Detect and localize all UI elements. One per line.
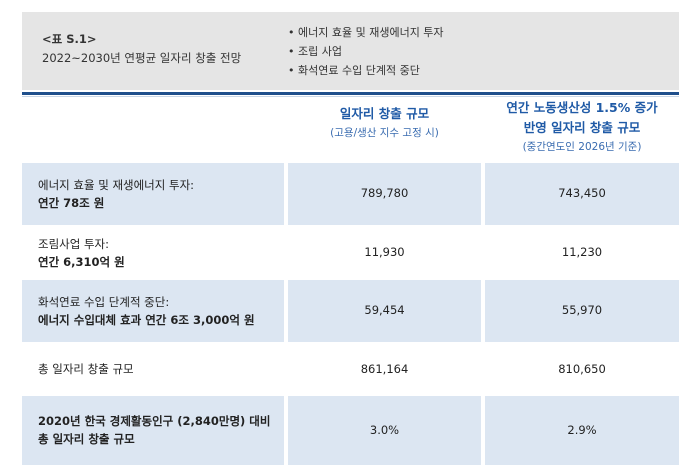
row-label: 조림사업 투자: 연간 6,310억 원 — [38, 235, 125, 271]
table-row: 화석연료 수입 단계적 중단: 에너지 수입대체 효과 연간 6조 3,000억… — [22, 280, 679, 342]
row-label-line1: 에너지 효율 및 재생에너지 투자: — [38, 178, 195, 192]
column-title-line1: 연간 노동생산성 1.5% 증가 — [506, 100, 658, 115]
value-cell: 3.0% — [288, 396, 481, 465]
column-header-2: 연간 노동생산성 1.5% 증가 반영 일자리 창출 규모 (중간연도인 202… — [485, 98, 679, 156]
row-label-line2: 에너지 수입대체 효과 연간 6조 3,000억 원 — [38, 313, 255, 327]
table-title: 2022~2030년 연평균 일자리 창출 전망 — [42, 51, 242, 65]
value-cell: 11,930 — [288, 225, 481, 280]
value-cell: 743,450 — [485, 163, 679, 225]
bullet-item: 조립 사업 — [288, 42, 444, 61]
row-label-cell: 화석연료 수입 단계적 중단: 에너지 수입대체 효과 연간 6조 3,000억… — [22, 280, 284, 342]
table-row: 총 일자리 창출 규모 861,164 810,650 — [22, 342, 679, 394]
value-cell: 59,454 — [288, 280, 481, 342]
table-tag: <표 S.1> — [42, 32, 97, 46]
row-label-cell: 총 일자리 창출 규모 — [22, 342, 284, 394]
value: 2.9% — [567, 423, 597, 437]
value: 861,164 — [360, 362, 409, 376]
value: 11,930 — [364, 245, 405, 259]
column-header-1: 일자리 창출 규모 (고용/생산 지수 고정 시) — [288, 104, 481, 142]
row-label: 화석연료 수입 단계적 중단: 에너지 수입대체 효과 연간 6조 3,000억… — [38, 293, 255, 329]
table-row: 조림사업 투자: 연간 6,310억 원 11,930 11,230 — [22, 225, 679, 280]
table-header-box: <표 S.1> 2022~2030년 연평균 일자리 창출 전망 에너지 효율 … — [22, 12, 679, 90]
row-label-line1: 화석연료 수입 단계적 중단: — [38, 295, 170, 309]
column-title: 일자리 창출 규모 — [339, 106, 430, 121]
bullet-item: 에너지 효율 및 재생에너지 투자 — [288, 23, 444, 42]
value: 789,780 — [360, 186, 409, 200]
value-cell: 789,780 — [288, 163, 481, 225]
value: 743,450 — [558, 186, 606, 200]
header-divider — [22, 92, 679, 95]
column-title-line2: 반영 일자리 창출 규모 — [523, 120, 641, 135]
row-label-line1: 총 일자리 창출 규모 — [38, 362, 134, 376]
value: 11,230 — [561, 245, 603, 259]
row-label-line2: 연간 78조 원 — [38, 196, 105, 210]
row-label: 에너지 효율 및 재생에너지 투자: 연간 78조 원 — [38, 176, 194, 212]
table-row: 2020년 한국 경제활동인구 (2,840만명) 대비 총 일자리 창출 규모… — [22, 396, 679, 465]
table-row: 에너지 효율 및 재생에너지 투자: 연간 78조 원 789,780 743,… — [22, 163, 679, 225]
value: 810,650 — [558, 362, 606, 376]
table-caption: <표 S.1> 2022~2030년 연평균 일자리 창출 전망 — [42, 30, 241, 68]
value: 59,454 — [364, 303, 405, 317]
value: 3.0% — [369, 423, 400, 437]
bullet-item: 화석연료 수입 단계적 중단 — [288, 61, 444, 80]
row-label-line1: 2020년 한국 경제활동인구 (2,840만명) 대비 — [38, 414, 271, 428]
row-label-cell: 에너지 효율 및 재생에너지 투자: 연간 78조 원 — [22, 163, 284, 225]
row-label-cell: 조림사업 투자: 연간 6,310억 원 — [22, 225, 284, 280]
row-label-line2: 연간 6,310억 원 — [38, 255, 125, 269]
header-bullet-list: 에너지 효율 및 재생에너지 투자 조립 사업 화석연료 수입 단계적 중단 — [288, 23, 444, 80]
row-label: 2020년 한국 경제활동인구 (2,840만명) 대비 총 일자리 창출 규모 — [38, 412, 270, 448]
row-label: 총 일자리 창출 규모 — [38, 360, 134, 378]
header-divider-thin — [22, 96, 679, 97]
value-cell: 11,230 — [485, 225, 679, 280]
column-subtitle: (고용/생산 지수 고정 시) — [330, 127, 439, 139]
row-label-cell: 2020년 한국 경제활동인구 (2,840만명) 대비 총 일자리 창출 규모 — [22, 396, 284, 465]
row-label-line1: 조림사업 투자: — [38, 237, 110, 251]
column-subtitle: (중간연도인 2026년 기준) — [522, 141, 642, 153]
value-cell: 55,970 — [485, 280, 679, 342]
value: 55,970 — [561, 303, 603, 317]
row-label-line2: 총 일자리 창출 규모 — [38, 432, 135, 446]
value-cell: 861,164 — [288, 342, 481, 394]
value-cell: 810,650 — [485, 342, 679, 394]
value-cell: 2.9% — [485, 396, 679, 465]
